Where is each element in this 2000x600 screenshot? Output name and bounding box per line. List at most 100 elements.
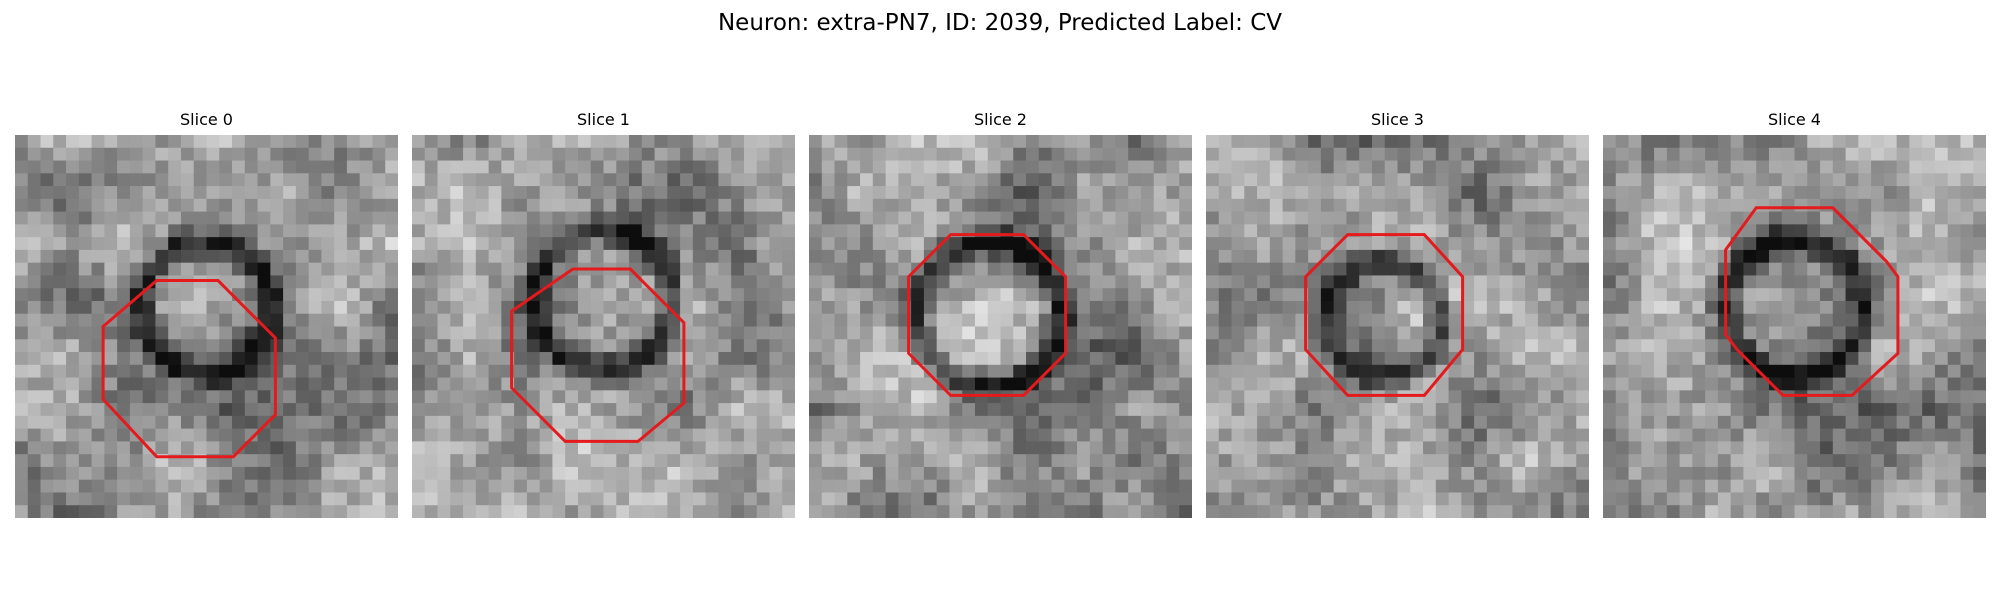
pixel <box>346 403 361 417</box>
pixel <box>1654 441 1668 455</box>
pixel <box>1768 505 1783 518</box>
pixel <box>1206 288 1220 302</box>
pixel <box>27 160 42 174</box>
pixel <box>756 135 771 149</box>
pixel <box>424 364 439 379</box>
pixel <box>1615 377 1630 391</box>
pixel <box>142 492 157 506</box>
pixel <box>1730 211 1745 225</box>
pixel <box>244 224 259 238</box>
pixel <box>1550 211 1565 225</box>
pixel <box>334 186 348 200</box>
pixel <box>1308 492 1322 506</box>
pixel <box>1102 313 1116 328</box>
pixel <box>1934 186 1949 200</box>
pixel <box>15 300 29 315</box>
pixel <box>1654 237 1668 251</box>
pixel <box>590 160 605 174</box>
pixel <box>1435 288 1450 302</box>
pixel <box>437 288 451 302</box>
pixel <box>1333 377 1348 391</box>
pixel <box>1832 339 1847 353</box>
pixel <box>1845 339 1859 353</box>
pixel <box>1934 441 1949 455</box>
pixel <box>1692 237 1706 251</box>
pixel <box>334 135 348 149</box>
pixel <box>1883 454 1898 468</box>
pixel <box>1576 160 1589 174</box>
pixel <box>1179 441 1192 455</box>
pixel <box>372 428 386 442</box>
pixel <box>168 262 182 277</box>
pixel <box>1384 249 1399 264</box>
pixel <box>475 288 490 302</box>
pixel <box>1282 147 1296 162</box>
pixel <box>155 160 169 174</box>
pixel <box>923 377 938 391</box>
pixel <box>526 300 541 315</box>
pixel <box>705 428 719 442</box>
pixel <box>1832 198 1847 213</box>
pixel <box>1883 160 1898 174</box>
pixel <box>501 428 515 442</box>
pixel <box>1756 262 1770 277</box>
pixel <box>15 186 29 200</box>
pixel <box>1499 326 1513 340</box>
pixel <box>1705 288 1719 302</box>
pixel <box>270 313 284 328</box>
pixel <box>1679 288 1693 302</box>
pixel <box>1102 441 1116 455</box>
pixel <box>590 415 605 430</box>
pixel <box>1423 479 1437 494</box>
pixel <box>1550 173 1565 187</box>
pixel <box>1077 262 1091 277</box>
pixel <box>232 249 246 264</box>
pixel <box>1512 173 1526 187</box>
pixel <box>1909 454 1923 468</box>
pixel <box>1820 403 1834 417</box>
pixel <box>1026 441 1040 455</box>
pixel <box>1883 249 1898 264</box>
pixel <box>1641 249 1655 264</box>
pixel <box>206 441 220 455</box>
pixel <box>629 352 643 366</box>
pixel <box>501 147 515 162</box>
pixel <box>1077 505 1091 518</box>
pixel <box>142 403 157 417</box>
pixel <box>1883 198 1898 213</box>
pixel <box>692 198 707 213</box>
pixel <box>424 466 439 481</box>
pixel <box>359 173 374 187</box>
pixel <box>1692 466 1706 481</box>
pixel <box>475 403 490 417</box>
pixel <box>219 313 233 328</box>
pixel <box>1461 403 1475 417</box>
pixel <box>565 313 579 328</box>
pixel <box>193 326 208 340</box>
pixel <box>667 377 681 391</box>
pixel <box>270 415 284 430</box>
pixel <box>1333 428 1348 442</box>
pixel <box>475 147 490 162</box>
pixel <box>1628 288 1642 302</box>
pixel <box>1654 211 1668 225</box>
pixel <box>1206 428 1220 442</box>
pixel <box>1692 454 1706 468</box>
pixel <box>756 198 771 213</box>
pixel <box>142 364 157 379</box>
pixel <box>1628 160 1642 174</box>
pixel <box>1153 288 1168 302</box>
pixel <box>923 403 938 417</box>
pixel <box>641 224 656 238</box>
pixel <box>1397 339 1411 353</box>
pixel <box>1717 377 1732 391</box>
pixel <box>1166 377 1180 391</box>
pixel <box>1807 377 1821 391</box>
pixel <box>1743 198 1757 213</box>
pixel <box>1064 339 1078 353</box>
pixel <box>577 237 592 251</box>
pixel <box>129 249 144 264</box>
pixel <box>1013 160 1027 174</box>
pixel <box>1960 224 1974 238</box>
pixel <box>91 300 105 315</box>
